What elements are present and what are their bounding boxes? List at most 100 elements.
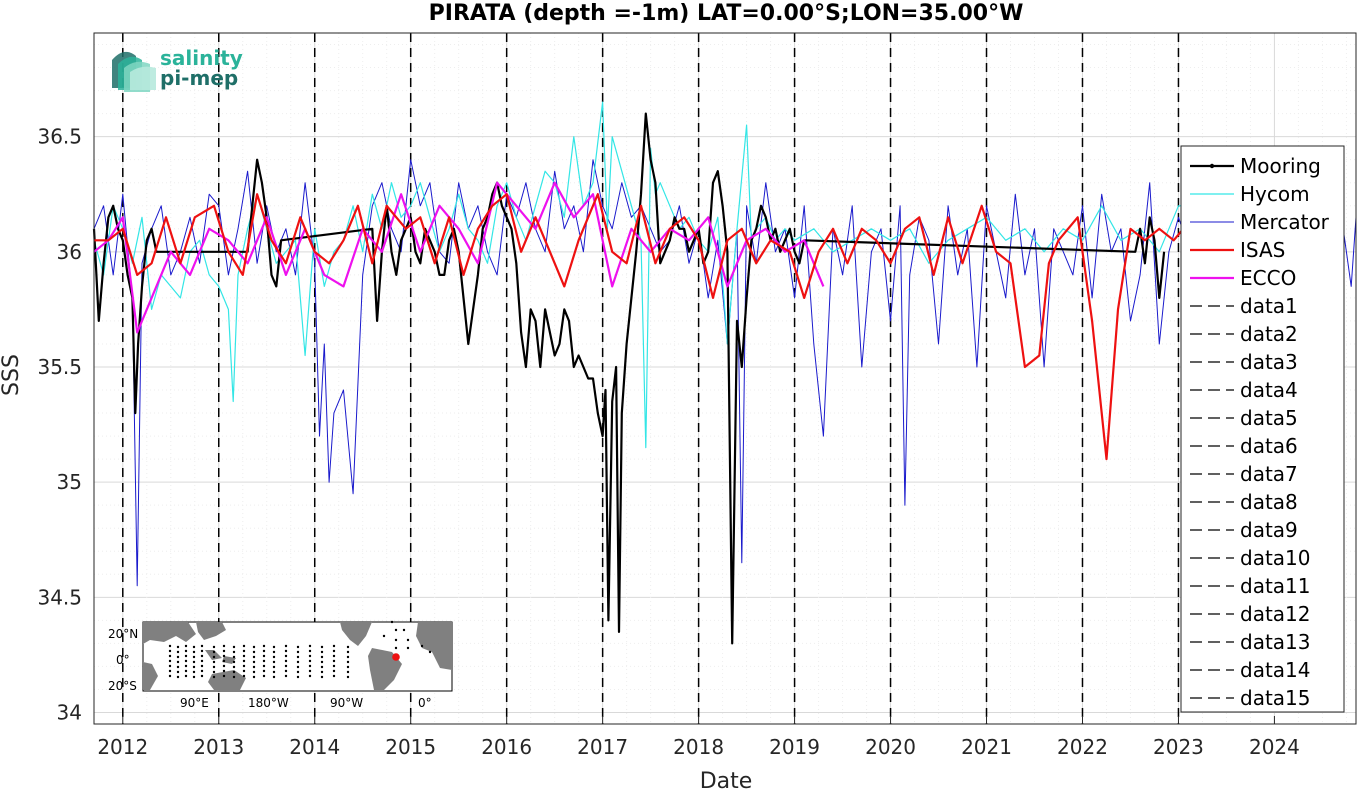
buoy-dot: [232, 660, 236, 664]
buoy-dot: [192, 655, 196, 659]
legend-label: data5: [1240, 406, 1298, 430]
buoy-dot: [320, 645, 324, 649]
buoy-dot: [192, 675, 196, 679]
buoy-dot: [168, 674, 172, 678]
legend-label: data2: [1240, 322, 1298, 346]
inset-map-land: [143, 622, 452, 690]
legend-label: data14: [1240, 658, 1311, 682]
buoy-dot: [232, 650, 236, 654]
legend-box: [1180, 145, 1345, 713]
buoy-dot: [346, 650, 350, 654]
buoy-dot: [176, 650, 180, 654]
x-tick-label: 2018: [673, 735, 724, 759]
buoy-dot: [184, 669, 188, 673]
year-divider-lines: [122, 33, 1180, 724]
buoy-dot: [262, 664, 266, 668]
legend-label: data12: [1240, 602, 1311, 626]
buoy-dot: [176, 645, 180, 649]
buoy-dot: [284, 659, 288, 663]
buoy-dot: [296, 650, 300, 654]
buoy-dot: [192, 665, 196, 669]
buoy-dot: [184, 659, 188, 663]
buoy-dot: [308, 669, 312, 673]
buoy-dot: [192, 660, 196, 664]
buoy-dot: [272, 675, 276, 679]
salinity-pi-mep-logo: salinity pi-mep: [112, 46, 243, 92]
x-tick-label: 2014: [289, 735, 340, 759]
map-lat-0: 0°: [116, 653, 130, 667]
plot-background: [94, 33, 1356, 724]
legend-label: data9: [1240, 518, 1298, 542]
y-tick-label: 35: [57, 470, 82, 494]
buoy-dot: [212, 675, 216, 679]
buoy-dot: [242, 664, 246, 668]
buoy-dot: [184, 674, 188, 678]
buoy-dot: [252, 645, 256, 649]
buoy-dot: [200, 674, 204, 678]
x-tick-label: 2013: [193, 735, 244, 759]
buoy-dot: [308, 649, 312, 653]
buoy-dot: [346, 660, 350, 664]
x-tick-label: 2015: [385, 735, 436, 759]
buoy-dot: [284, 649, 288, 653]
logo-line1: salinity: [160, 46, 243, 70]
buoy-dot: [332, 669, 336, 673]
buoy-dot: [296, 655, 300, 659]
legend-label: data11: [1240, 574, 1311, 598]
buoy-dot: [232, 675, 236, 679]
legend-label: data3: [1240, 350, 1298, 374]
y-tick-label: 34.5: [37, 585, 82, 609]
axes-box: [93, 32, 1357, 725]
x-tick-labels: 2012 2013 2014 2015 2016 2017 2018 2019 2020 2021…: [97, 735, 1300, 759]
buoy-dot: [346, 670, 350, 674]
buoy-dot: [212, 665, 216, 669]
buoy-dot: [192, 650, 196, 654]
buoy-dot: [320, 670, 324, 674]
buoy-dot: [232, 665, 236, 669]
buoy-dot: [394, 638, 398, 642]
series-line-mooring: [92, 112, 1166, 645]
buoy-dot: [222, 669, 226, 673]
map-lon-90w: 90°W: [330, 696, 363, 710]
buoy-dot: [296, 660, 300, 664]
buoy-dot: [200, 664, 204, 668]
logo-line2: pi-mep: [160, 66, 238, 90]
buoy-dot: [242, 674, 246, 678]
buoy-dot: [222, 664, 226, 668]
buoy-dot: [420, 644, 424, 648]
buoy-dot: [252, 665, 256, 669]
buoy-dot: [212, 650, 216, 654]
buoy-dot: [346, 645, 350, 649]
buoy-dot: [232, 655, 236, 659]
map-lon-90e: 90°E: [180, 696, 209, 710]
legend-label: data1: [1240, 294, 1298, 318]
legend: Mooring Hycom Mercator ISAS ECCO data1 data2 da…: [1180, 145, 1345, 713]
buoy-dot: [232, 645, 236, 649]
buoy-dot: [192, 670, 196, 674]
x-tick-label: 2012: [97, 735, 148, 759]
buoy-dot: [212, 645, 216, 649]
plot-area: [94, 33, 1356, 724]
y-tick-label: 34: [57, 700, 82, 724]
buoy-dot: [402, 628, 406, 632]
legend-label: ISAS: [1240, 238, 1285, 262]
buoy-dot: [394, 646, 398, 650]
buoy-dot: [212, 660, 216, 664]
x-tick-label: 2019: [769, 735, 820, 759]
buoy-dot: [242, 654, 246, 658]
buoy-dot: [284, 654, 288, 658]
buoy-dot: [284, 669, 288, 673]
buoy-dot: [320, 665, 324, 669]
buoy-dot: [168, 669, 172, 673]
buoy-dot: [346, 675, 350, 679]
buoy-dot: [200, 644, 204, 648]
buoy-dot: [168, 649, 172, 653]
y-tick-labels: 34 34.5 35 35.5 36 36.5: [37, 125, 82, 725]
buoy-dot: [308, 644, 312, 648]
buoy-dot: [252, 650, 256, 654]
legend-label: data8: [1240, 490, 1298, 514]
buoy-dot: [332, 644, 336, 648]
buoy-dot: [332, 659, 336, 663]
buoy-dot: [222, 659, 226, 663]
axes-frame: [93, 32, 1357, 725]
